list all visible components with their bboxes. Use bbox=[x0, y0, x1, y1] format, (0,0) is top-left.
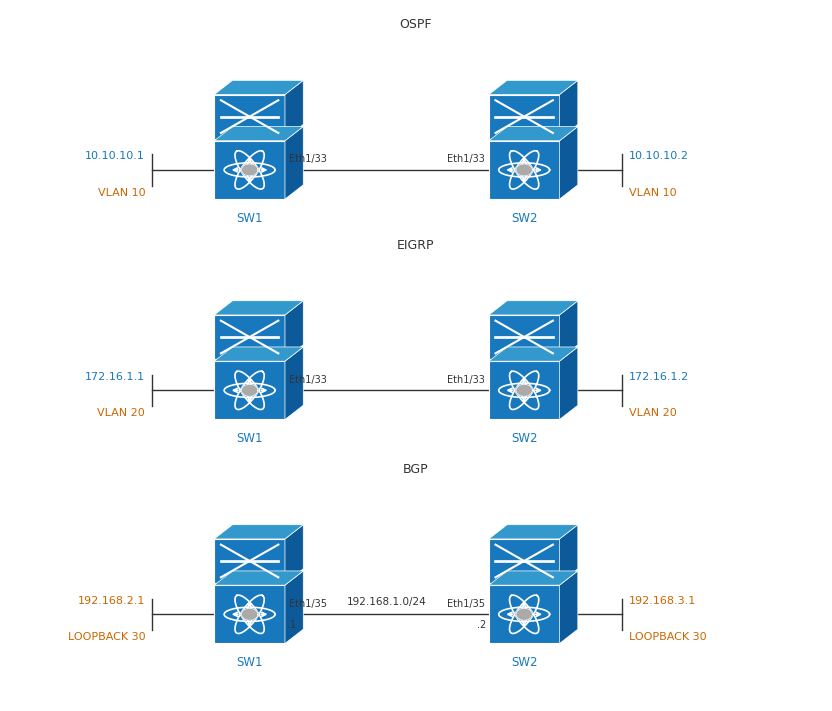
Text: .1: .1 bbox=[288, 620, 296, 630]
Polygon shape bbox=[559, 525, 577, 583]
Text: SW1: SW1 bbox=[236, 656, 263, 669]
Polygon shape bbox=[489, 539, 559, 583]
Polygon shape bbox=[285, 301, 304, 359]
Polygon shape bbox=[516, 609, 532, 620]
Polygon shape bbox=[215, 525, 304, 539]
Polygon shape bbox=[489, 141, 559, 199]
Polygon shape bbox=[285, 347, 304, 419]
Polygon shape bbox=[489, 585, 559, 643]
Text: 192.168.3.1: 192.168.3.1 bbox=[629, 596, 696, 606]
Polygon shape bbox=[215, 585, 285, 643]
Text: Eth1/33: Eth1/33 bbox=[290, 375, 327, 385]
Text: VLAN 20: VLAN 20 bbox=[97, 408, 146, 418]
Text: 172.16.1.1: 172.16.1.1 bbox=[85, 372, 146, 382]
Text: VLAN 20: VLAN 20 bbox=[629, 408, 676, 418]
Polygon shape bbox=[559, 80, 577, 139]
Text: SW1: SW1 bbox=[236, 212, 263, 225]
Text: BGP: BGP bbox=[404, 463, 428, 476]
Text: 172.16.1.2: 172.16.1.2 bbox=[629, 372, 689, 382]
Text: Eth1/33: Eth1/33 bbox=[290, 154, 327, 164]
Polygon shape bbox=[215, 347, 304, 361]
Text: 192.168.1.0/24: 192.168.1.0/24 bbox=[347, 597, 427, 607]
Polygon shape bbox=[489, 95, 559, 139]
Text: SW1: SW1 bbox=[236, 432, 263, 445]
Polygon shape bbox=[241, 609, 258, 620]
Text: LOOPBACK 30: LOOPBACK 30 bbox=[67, 632, 146, 642]
Polygon shape bbox=[516, 164, 532, 176]
Text: Eth1/33: Eth1/33 bbox=[447, 154, 484, 164]
Text: 10.10.10.1: 10.10.10.1 bbox=[86, 151, 146, 161]
Polygon shape bbox=[489, 361, 559, 419]
Polygon shape bbox=[285, 80, 304, 139]
Text: VLAN 10: VLAN 10 bbox=[629, 188, 676, 198]
Text: 10.10.10.2: 10.10.10.2 bbox=[629, 151, 689, 161]
Polygon shape bbox=[516, 385, 532, 396]
Polygon shape bbox=[215, 301, 304, 315]
Polygon shape bbox=[215, 361, 285, 419]
Polygon shape bbox=[489, 347, 577, 361]
Polygon shape bbox=[489, 571, 577, 585]
Text: LOOPBACK 30: LOOPBACK 30 bbox=[629, 632, 706, 642]
Text: Eth1/35: Eth1/35 bbox=[447, 599, 484, 609]
Text: SW2: SW2 bbox=[511, 432, 537, 445]
Polygon shape bbox=[241, 385, 258, 396]
Polygon shape bbox=[285, 571, 304, 643]
Polygon shape bbox=[215, 571, 304, 585]
Polygon shape bbox=[215, 539, 285, 583]
Polygon shape bbox=[489, 301, 577, 315]
Polygon shape bbox=[215, 127, 304, 141]
Text: .2: .2 bbox=[477, 620, 486, 630]
Text: Eth1/33: Eth1/33 bbox=[447, 375, 484, 385]
Polygon shape bbox=[215, 95, 285, 139]
Text: SW2: SW2 bbox=[511, 212, 537, 225]
Polygon shape bbox=[559, 301, 577, 359]
Text: EIGRP: EIGRP bbox=[397, 239, 435, 252]
Text: OSPF: OSPF bbox=[399, 18, 433, 31]
Polygon shape bbox=[489, 525, 577, 539]
Text: 192.168.2.1: 192.168.2.1 bbox=[78, 596, 146, 606]
Polygon shape bbox=[559, 347, 577, 419]
Polygon shape bbox=[285, 525, 304, 583]
Polygon shape bbox=[489, 315, 559, 359]
Polygon shape bbox=[241, 164, 258, 176]
Polygon shape bbox=[489, 80, 577, 95]
Polygon shape bbox=[215, 80, 304, 95]
Text: SW2: SW2 bbox=[511, 656, 537, 669]
Polygon shape bbox=[489, 127, 577, 141]
Polygon shape bbox=[215, 315, 285, 359]
Text: Eth1/35: Eth1/35 bbox=[290, 599, 327, 609]
Polygon shape bbox=[559, 127, 577, 199]
Polygon shape bbox=[559, 571, 577, 643]
Polygon shape bbox=[215, 141, 285, 199]
Text: VLAN 10: VLAN 10 bbox=[97, 188, 146, 198]
Polygon shape bbox=[285, 127, 304, 199]
